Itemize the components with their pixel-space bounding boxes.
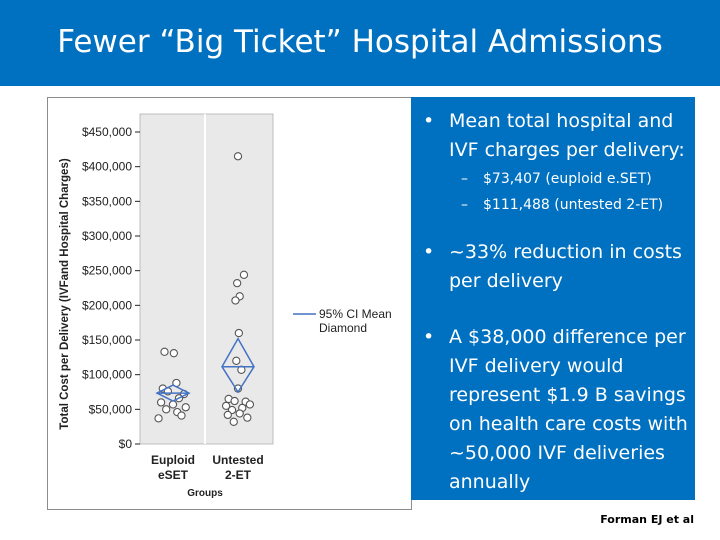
data-point: [233, 152, 243, 161]
data-point: [232, 278, 242, 288]
data-point: [235, 409, 244, 418]
slide-title: Fewer “Big Ticket” Hospital Admissions: [57, 24, 663, 60]
scatter-chart: $0 $50,000 $100,000 $150,000 $200,000 $250,00…: [59, 113, 392, 499]
citation: Forman EJ et al: [600, 513, 694, 526]
bullet-text: ~33% reduction in costs per delivery: [449, 241, 682, 292]
x-category-label: eSET: [158, 468, 189, 482]
legend-label: Diamond: [319, 321, 367, 335]
data-point: [154, 414, 163, 423]
data-point: [245, 400, 255, 409]
y-tick-label: $450,000: [82, 125, 132, 139]
bullet-mean-charges: • Mean total hospital and IVF charges pe…: [423, 107, 691, 165]
y-axis-title: Total Cost per Delivery (IVFand Hospital…: [59, 158, 71, 430]
y-tick-label: $200,000: [82, 298, 132, 312]
title-bar: Fewer “Big Ticket” Hospital Admissions: [0, 0, 720, 86]
data-point: [223, 410, 232, 420]
data-point: [229, 417, 238, 426]
sub-bullet-euploid: – $73,407 (euploid e.SET): [461, 168, 693, 190]
y-tick-label: $350,000: [82, 194, 132, 208]
sub-bullet-text: $73,407 (euploid e.SET): [483, 171, 652, 187]
chart-panel: $0 $50,000 $100,000 $150,000 $200,000 $250,00…: [47, 97, 412, 510]
x-axis-title: Groups: [187, 488, 223, 499]
bullet-text: A $38,000 difference per IVF delivery wo…: [449, 326, 688, 493]
bullet-dot-icon: •: [423, 326, 435, 348]
data-point: [162, 405, 171, 414]
data-point: [243, 413, 252, 422]
data-point: [168, 400, 178, 409]
y-tick-label: $150,000: [82, 333, 132, 347]
bullet-savings: • A $38,000 difference per IVF delivery …: [423, 323, 691, 497]
info-panel: • Mean total hospital and IVF charges pe…: [411, 97, 695, 500]
y-tick-label: $400,000: [82, 160, 132, 174]
data-point: [156, 398, 166, 407]
bullet-dot-icon: •: [423, 110, 435, 132]
y-tick-label: $100,000: [82, 368, 132, 382]
data-point: [160, 347, 169, 356]
y-tick-label: $50,000: [89, 402, 133, 416]
data-point: [169, 349, 178, 358]
x-category-label: Untested: [212, 453, 263, 467]
bullet-reduction: • ~33% reduction in costs per delivery: [423, 238, 691, 296]
dash-icon: –: [461, 197, 468, 213]
y-tick-label: $250,000: [82, 264, 132, 278]
data-point: [239, 270, 249, 279]
y-tick-label: $300,000: [82, 229, 132, 243]
data-point: [221, 401, 231, 411]
bullet-text: Mean total hospital and IVF charges per …: [449, 110, 685, 161]
data-point: [230, 396, 239, 406]
data-point: [231, 296, 240, 305]
y-tick-label: $0: [119, 437, 133, 451]
sub-bullet-text: $111,488 (untested 2-ET): [483, 197, 664, 213]
x-category-label: Euploid: [151, 453, 195, 467]
x-category-label: 2-ET: [225, 468, 252, 482]
data-point: [181, 403, 190, 412]
sub-bullet-untested: – $111,488 (untested 2-ET): [461, 194, 693, 216]
legend-label: 95% CI Mean: [319, 307, 392, 321]
bullet-dot-icon: •: [423, 241, 435, 263]
data-point: [232, 356, 241, 365]
data-point: [234, 328, 243, 338]
data-point: [177, 411, 186, 420]
dash-icon: –: [461, 171, 468, 187]
